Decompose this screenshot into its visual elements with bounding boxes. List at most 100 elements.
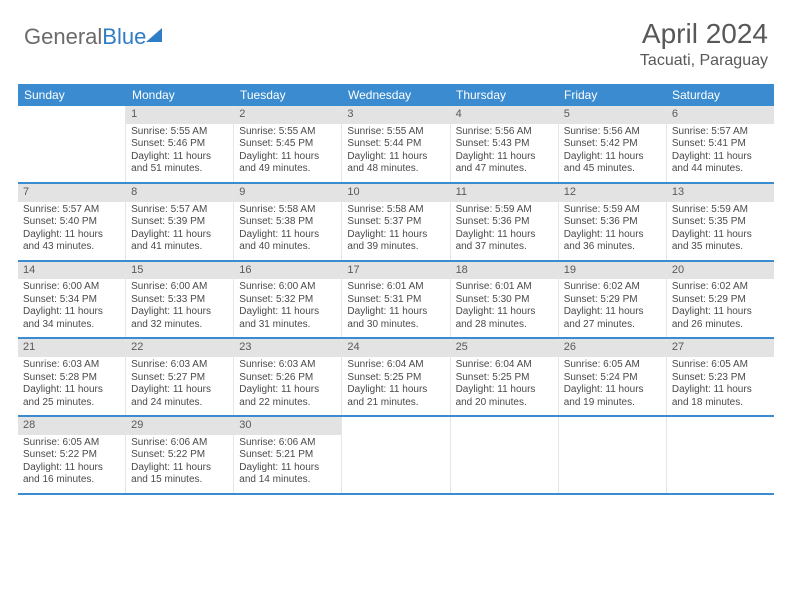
daylight-line: Daylight: 11 hours and 31 minutes. bbox=[239, 306, 336, 331]
daylight-line: Daylight: 11 hours and 19 minutes. bbox=[564, 384, 661, 409]
weeks-container: .1Sunrise: 5:55 AMSunset: 5:46 PMDayligh… bbox=[18, 106, 774, 495]
calendar-cell: 13Sunrise: 5:59 AMSunset: 5:35 PMDayligh… bbox=[667, 184, 774, 260]
day-number: 16 bbox=[234, 262, 341, 280]
cell-body: Sunrise: 5:59 AMSunset: 5:36 PMDaylight:… bbox=[559, 202, 666, 260]
cell-body: Sunrise: 6:00 AMSunset: 5:34 PMDaylight:… bbox=[18, 279, 125, 337]
daylight-line: Daylight: 11 hours and 14 minutes. bbox=[239, 462, 336, 487]
sunrise-line: Sunrise: 5:58 AM bbox=[239, 204, 336, 217]
sunrise-line: Sunrise: 5:56 AM bbox=[456, 126, 553, 139]
day-number: 24 bbox=[342, 339, 449, 357]
cell-body: Sunrise: 5:55 AMSunset: 5:46 PMDaylight:… bbox=[126, 124, 233, 182]
logo-text-gray: General bbox=[24, 24, 102, 49]
calendar-cell: 9Sunrise: 5:58 AMSunset: 5:38 PMDaylight… bbox=[234, 184, 342, 260]
calendar-cell: 24Sunrise: 6:04 AMSunset: 5:25 PMDayligh… bbox=[342, 339, 450, 415]
daylight-line: Daylight: 11 hours and 35 minutes. bbox=[672, 229, 769, 254]
sunset-line: Sunset: 5:22 PM bbox=[131, 449, 228, 462]
day-number: 27 bbox=[667, 339, 774, 357]
sunset-line: Sunset: 5:31 PM bbox=[347, 294, 444, 307]
daylight-line: Daylight: 11 hours and 37 minutes. bbox=[456, 229, 553, 254]
cell-body: Sunrise: 5:55 AMSunset: 5:44 PMDaylight:… bbox=[342, 124, 449, 182]
daylight-line: Daylight: 11 hours and 28 minutes. bbox=[456, 306, 553, 331]
day-number: 6 bbox=[667, 106, 774, 124]
sunrise-line: Sunrise: 6:02 AM bbox=[564, 281, 661, 294]
sunrise-line: Sunrise: 6:06 AM bbox=[239, 437, 336, 450]
cell-body: Sunrise: 6:03 AMSunset: 5:27 PMDaylight:… bbox=[126, 357, 233, 415]
cell-body: Sunrise: 6:05 AMSunset: 5:22 PMDaylight:… bbox=[18, 435, 125, 493]
sunset-line: Sunset: 5:29 PM bbox=[672, 294, 769, 307]
day-header: Sunday bbox=[18, 84, 126, 106]
daylight-line: Daylight: 11 hours and 30 minutes. bbox=[347, 306, 444, 331]
sunset-line: Sunset: 5:30 PM bbox=[456, 294, 553, 307]
cell-body: Sunrise: 5:58 AMSunset: 5:38 PMDaylight:… bbox=[234, 202, 341, 260]
day-number: 18 bbox=[451, 262, 558, 280]
calendar-cell: 25Sunrise: 6:04 AMSunset: 5:25 PMDayligh… bbox=[451, 339, 559, 415]
cell-body: Sunrise: 6:06 AMSunset: 5:22 PMDaylight:… bbox=[126, 435, 233, 493]
week-row: 7Sunrise: 5:57 AMSunset: 5:40 PMDaylight… bbox=[18, 184, 774, 262]
sunset-line: Sunset: 5:36 PM bbox=[456, 216, 553, 229]
day-number: 28 bbox=[18, 417, 125, 435]
sunrise-line: Sunrise: 5:59 AM bbox=[672, 204, 769, 217]
sunset-line: Sunset: 5:40 PM bbox=[23, 216, 120, 229]
sunset-line: Sunset: 5:39 PM bbox=[131, 216, 228, 229]
cell-body: Sunrise: 6:00 AMSunset: 5:33 PMDaylight:… bbox=[126, 279, 233, 337]
sunset-line: Sunset: 5:24 PM bbox=[564, 372, 661, 385]
daylight-line: Daylight: 11 hours and 32 minutes. bbox=[131, 306, 228, 331]
sunset-line: Sunset: 5:38 PM bbox=[239, 216, 336, 229]
calendar-cell: . bbox=[342, 417, 450, 493]
daylight-line: Daylight: 11 hours and 20 minutes. bbox=[456, 384, 553, 409]
month-title: April 2024 bbox=[640, 18, 768, 50]
header: GeneralBlue April 2024 Tacuati, Paraguay bbox=[0, 0, 792, 76]
sunrise-line: Sunrise: 6:05 AM bbox=[564, 359, 661, 372]
logo-text-blue: Blue bbox=[102, 24, 146, 49]
calendar-cell: 26 Sunrise: 6:05 AMSunset: 5:24 PMDayligh… bbox=[559, 339, 667, 415]
sunrise-line: Sunrise: 5:55 AM bbox=[347, 126, 444, 139]
day-number: 29 bbox=[126, 417, 233, 435]
title-block: April 2024 Tacuati, Paraguay bbox=[640, 18, 768, 70]
sunrise-line: Sunrise: 5:56 AM bbox=[564, 126, 661, 139]
cell-body bbox=[18, 124, 125, 172]
sunset-line: Sunset: 5:46 PM bbox=[131, 138, 228, 151]
calendar-cell: . bbox=[451, 417, 559, 493]
day-number: 22 bbox=[126, 339, 233, 357]
day-number: 26 bbox=[559, 339, 666, 357]
sunset-line: Sunset: 5:25 PM bbox=[456, 372, 553, 385]
daylight-line: Daylight: 11 hours and 26 minutes. bbox=[672, 306, 769, 331]
calendar-cell: 11Sunrise: 5:59 AMSunset: 5:36 PMDayligh… bbox=[451, 184, 559, 260]
daylight-line: Daylight: 11 hours and 44 minutes. bbox=[672, 151, 769, 176]
sunset-line: Sunset: 5:28 PM bbox=[23, 372, 120, 385]
calendar-cell: . bbox=[18, 106, 126, 182]
sunset-line: Sunset: 5:22 PM bbox=[23, 449, 120, 462]
sunset-line: Sunset: 5:36 PM bbox=[564, 216, 661, 229]
cell-body bbox=[342, 435, 449, 483]
day-number: 13 bbox=[667, 184, 774, 202]
cell-body: Sunrise: 5:55 AMSunset: 5:45 PMDaylight:… bbox=[234, 124, 341, 182]
sunrise-line: Sunrise: 5:59 AM bbox=[564, 204, 661, 217]
day-number: 5 bbox=[559, 106, 666, 124]
calendar-cell: 10Sunrise: 5:58 AMSunset: 5:37 PMDayligh… bbox=[342, 184, 450, 260]
sunset-line: Sunset: 5:33 PM bbox=[131, 294, 228, 307]
day-number: 3 bbox=[342, 106, 449, 124]
sunset-line: Sunset: 5:32 PM bbox=[239, 294, 336, 307]
daylight-line: Daylight: 11 hours and 16 minutes. bbox=[23, 462, 120, 487]
cell-body: Sunrise: 6:03 AMSunset: 5:26 PMDaylight:… bbox=[234, 357, 341, 415]
cell-body: Sunrise: 6:04 AMSunset: 5:25 PMDaylight:… bbox=[342, 357, 449, 415]
sunset-line: Sunset: 5:44 PM bbox=[347, 138, 444, 151]
sunrise-line: Sunrise: 6:02 AM bbox=[672, 281, 769, 294]
daylight-line: Daylight: 11 hours and 45 minutes. bbox=[564, 151, 661, 176]
cell-body: Sunrise: 5:56 AMSunset: 5:42 PMDaylight:… bbox=[559, 124, 666, 182]
sunset-line: Sunset: 5:27 PM bbox=[131, 372, 228, 385]
cell-body: Sunrise: 6:06 AMSunset: 5:21 PMDaylight:… bbox=[234, 435, 341, 493]
day-header: Thursday bbox=[450, 84, 558, 106]
sunrise-line: Sunrise: 6:06 AM bbox=[131, 437, 228, 450]
week-row: .1Sunrise: 5:55 AMSunset: 5:46 PMDayligh… bbox=[18, 106, 774, 184]
day-number: 19 bbox=[559, 262, 666, 280]
calendar-cell: 12Sunrise: 5:59 AMSunset: 5:36 PMDayligh… bbox=[559, 184, 667, 260]
sunrise-line: Sunrise: 6:05 AM bbox=[23, 437, 120, 450]
cell-body: Sunrise: 6:02 AMSunset: 5:29 PMDaylight:… bbox=[667, 279, 774, 337]
day-number: 30 bbox=[234, 417, 341, 435]
day-header: Monday bbox=[126, 84, 234, 106]
day-number: 2 bbox=[234, 106, 341, 124]
cell-body bbox=[451, 435, 558, 483]
calendar-cell: 5Sunrise: 5:56 AMSunset: 5:42 PMDaylight… bbox=[559, 106, 667, 182]
sunset-line: Sunset: 5:37 PM bbox=[347, 216, 444, 229]
